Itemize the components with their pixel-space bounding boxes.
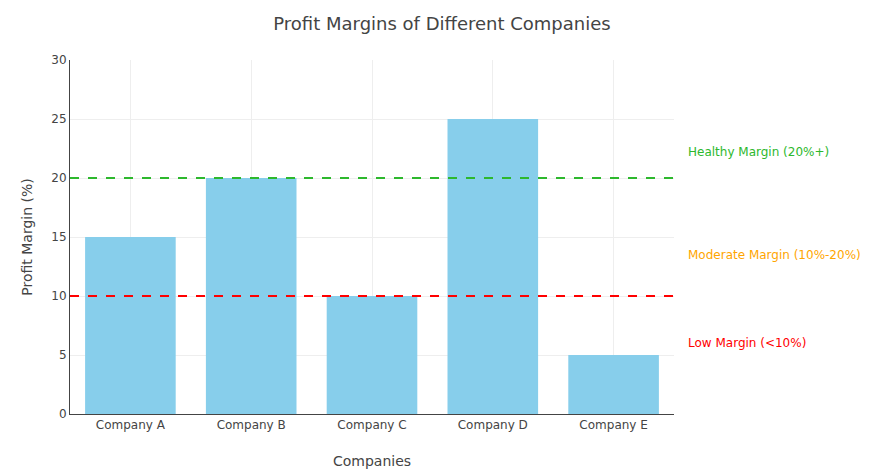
svg-text:Companies: Companies (333, 453, 411, 469)
svg-text:0: 0 (59, 407, 67, 421)
svg-text:Company B: Company B (217, 418, 286, 432)
svg-text:Company C: Company C (337, 418, 406, 432)
svg-text:Profit Margin (%): Profit Margin (%) (19, 178, 35, 295)
svg-text:10: 10 (51, 289, 66, 303)
svg-text:Healthy Margin (20%+): Healthy Margin (20%+) (688, 145, 829, 159)
svg-text:5: 5 (59, 348, 67, 362)
svg-text:Low Margin (<10%): Low Margin (<10%) (688, 336, 806, 350)
svg-text:Company D: Company D (458, 418, 528, 432)
svg-text:Profit Margins of Different Co: Profit Margins of Different Companies (273, 13, 610, 34)
svg-text:Company E: Company E (579, 418, 647, 432)
svg-text:Moderate Margin (10%-20%): Moderate Margin (10%-20%) (688, 248, 861, 262)
svg-text:Company A: Company A (96, 418, 166, 432)
svg-text:25: 25 (51, 112, 66, 126)
svg-text:20: 20 (51, 171, 66, 185)
svg-text:15: 15 (51, 230, 66, 244)
svg-text:30: 30 (51, 53, 66, 67)
